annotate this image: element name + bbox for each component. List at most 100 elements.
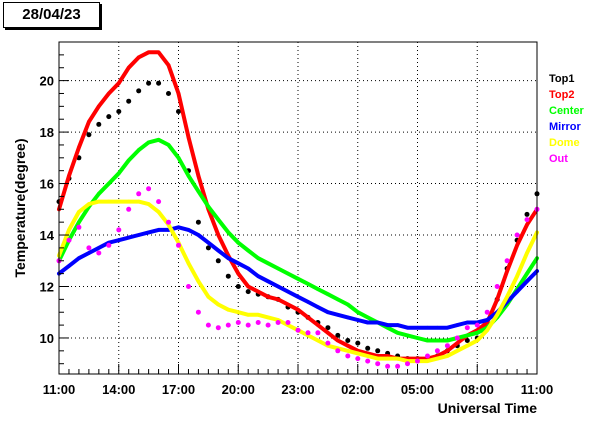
- data-point: [176, 91, 181, 96]
- data-point: [176, 225, 181, 230]
- data-point: [346, 349, 350, 353]
- data-point: [146, 230, 151, 235]
- data-point: [146, 186, 152, 192]
- x-tick-label: 14:00: [102, 382, 135, 397]
- data-point: [464, 338, 470, 343]
- data-point: [186, 261, 191, 266]
- data-point: [515, 243, 519, 248]
- x-tick-label: 11:00: [521, 382, 554, 397]
- data-point: [67, 174, 71, 178]
- data-point: [524, 211, 530, 217]
- data-point: [296, 307, 300, 312]
- data-point: [524, 217, 530, 223]
- data-point: [176, 242, 181, 248]
- data-point: [106, 242, 112, 248]
- data-point: [166, 63, 171, 67]
- data-point: [136, 148, 141, 152]
- data-point: [107, 91, 111, 96]
- data-point: [136, 233, 141, 237]
- data-point: [435, 325, 440, 330]
- data-point: [87, 251, 91, 255]
- data-point: [196, 279, 201, 284]
- data-point: [385, 363, 391, 369]
- data-point: [205, 245, 211, 251]
- data-point: [345, 338, 351, 343]
- legend-item-top2: Top2: [549, 89, 574, 101]
- data-point: [405, 325, 410, 330]
- data-point: [156, 228, 161, 232]
- data-point: [256, 256, 261, 261]
- data-point: [166, 143, 171, 147]
- data-point: [305, 330, 311, 336]
- data-point: [66, 237, 72, 243]
- data-point: [336, 338, 340, 343]
- data-point: [97, 246, 101, 250]
- data-point: [385, 323, 390, 327]
- data-point: [286, 271, 290, 276]
- data-point: [395, 331, 400, 335]
- data-point: [266, 279, 270, 284]
- data-point: [97, 199, 101, 204]
- data-point: [495, 313, 500, 317]
- data-point: [266, 315, 270, 320]
- x-tick-label: 23:00: [281, 382, 314, 397]
- x-axis-title: Universal Time: [438, 400, 538, 416]
- data-point: [435, 338, 440, 343]
- data-point: [156, 199, 162, 205]
- data-point: [375, 361, 381, 367]
- data-point: [285, 320, 291, 325]
- data-point: [126, 206, 132, 212]
- data-point: [266, 295, 270, 299]
- data-point: [226, 230, 231, 235]
- data-point: [355, 340, 361, 346]
- data-point: [345, 353, 351, 359]
- data-point: [315, 330, 321, 336]
- legend-item-out: Out: [549, 153, 568, 165]
- data-point: [195, 219, 201, 225]
- data-point: [336, 297, 340, 302]
- data-point: [117, 238, 121, 242]
- data-point: [196, 189, 201, 194]
- data-point: [107, 199, 111, 204]
- date-label: 28/04/23: [3, 2, 100, 28]
- data-point: [126, 65, 131, 70]
- data-point: [186, 135, 191, 139]
- data-point: [325, 325, 331, 331]
- data-point: [485, 318, 490, 322]
- data-point: [256, 274, 261, 279]
- data-point: [146, 80, 152, 86]
- data-point: [225, 273, 231, 279]
- data-point: [356, 318, 360, 322]
- x-tick-label: 05:00: [401, 382, 434, 397]
- data-point: [87, 202, 91, 206]
- y-tick-label: 16: [40, 177, 54, 192]
- x-tick-label: 11:00: [43, 382, 76, 397]
- data-point: [186, 174, 191, 178]
- data-point: [296, 277, 300, 281]
- data-point: [434, 348, 440, 354]
- data-point: [126, 158, 131, 163]
- data-point: [97, 192, 101, 196]
- data-point: [235, 320, 241, 325]
- data-point: [77, 220, 81, 224]
- data-point: [455, 341, 460, 345]
- data-point: [395, 363, 401, 369]
- data-point: [346, 302, 350, 307]
- data-point: [356, 351, 360, 356]
- data-point: [86, 132, 92, 138]
- data-point: [96, 250, 102, 256]
- data-point: [336, 313, 340, 317]
- data-point: [216, 233, 221, 237]
- data-point: [106, 114, 112, 120]
- data-point: [146, 50, 151, 55]
- data-point: [116, 109, 122, 114]
- data-point: [146, 202, 151, 206]
- data-point: [525, 222, 529, 227]
- data-point: [245, 289, 251, 295]
- data-point: [96, 121, 102, 127]
- data-point: [525, 271, 529, 276]
- data-point: [67, 228, 71, 232]
- data-point: [484, 309, 490, 315]
- data-point: [196, 174, 201, 178]
